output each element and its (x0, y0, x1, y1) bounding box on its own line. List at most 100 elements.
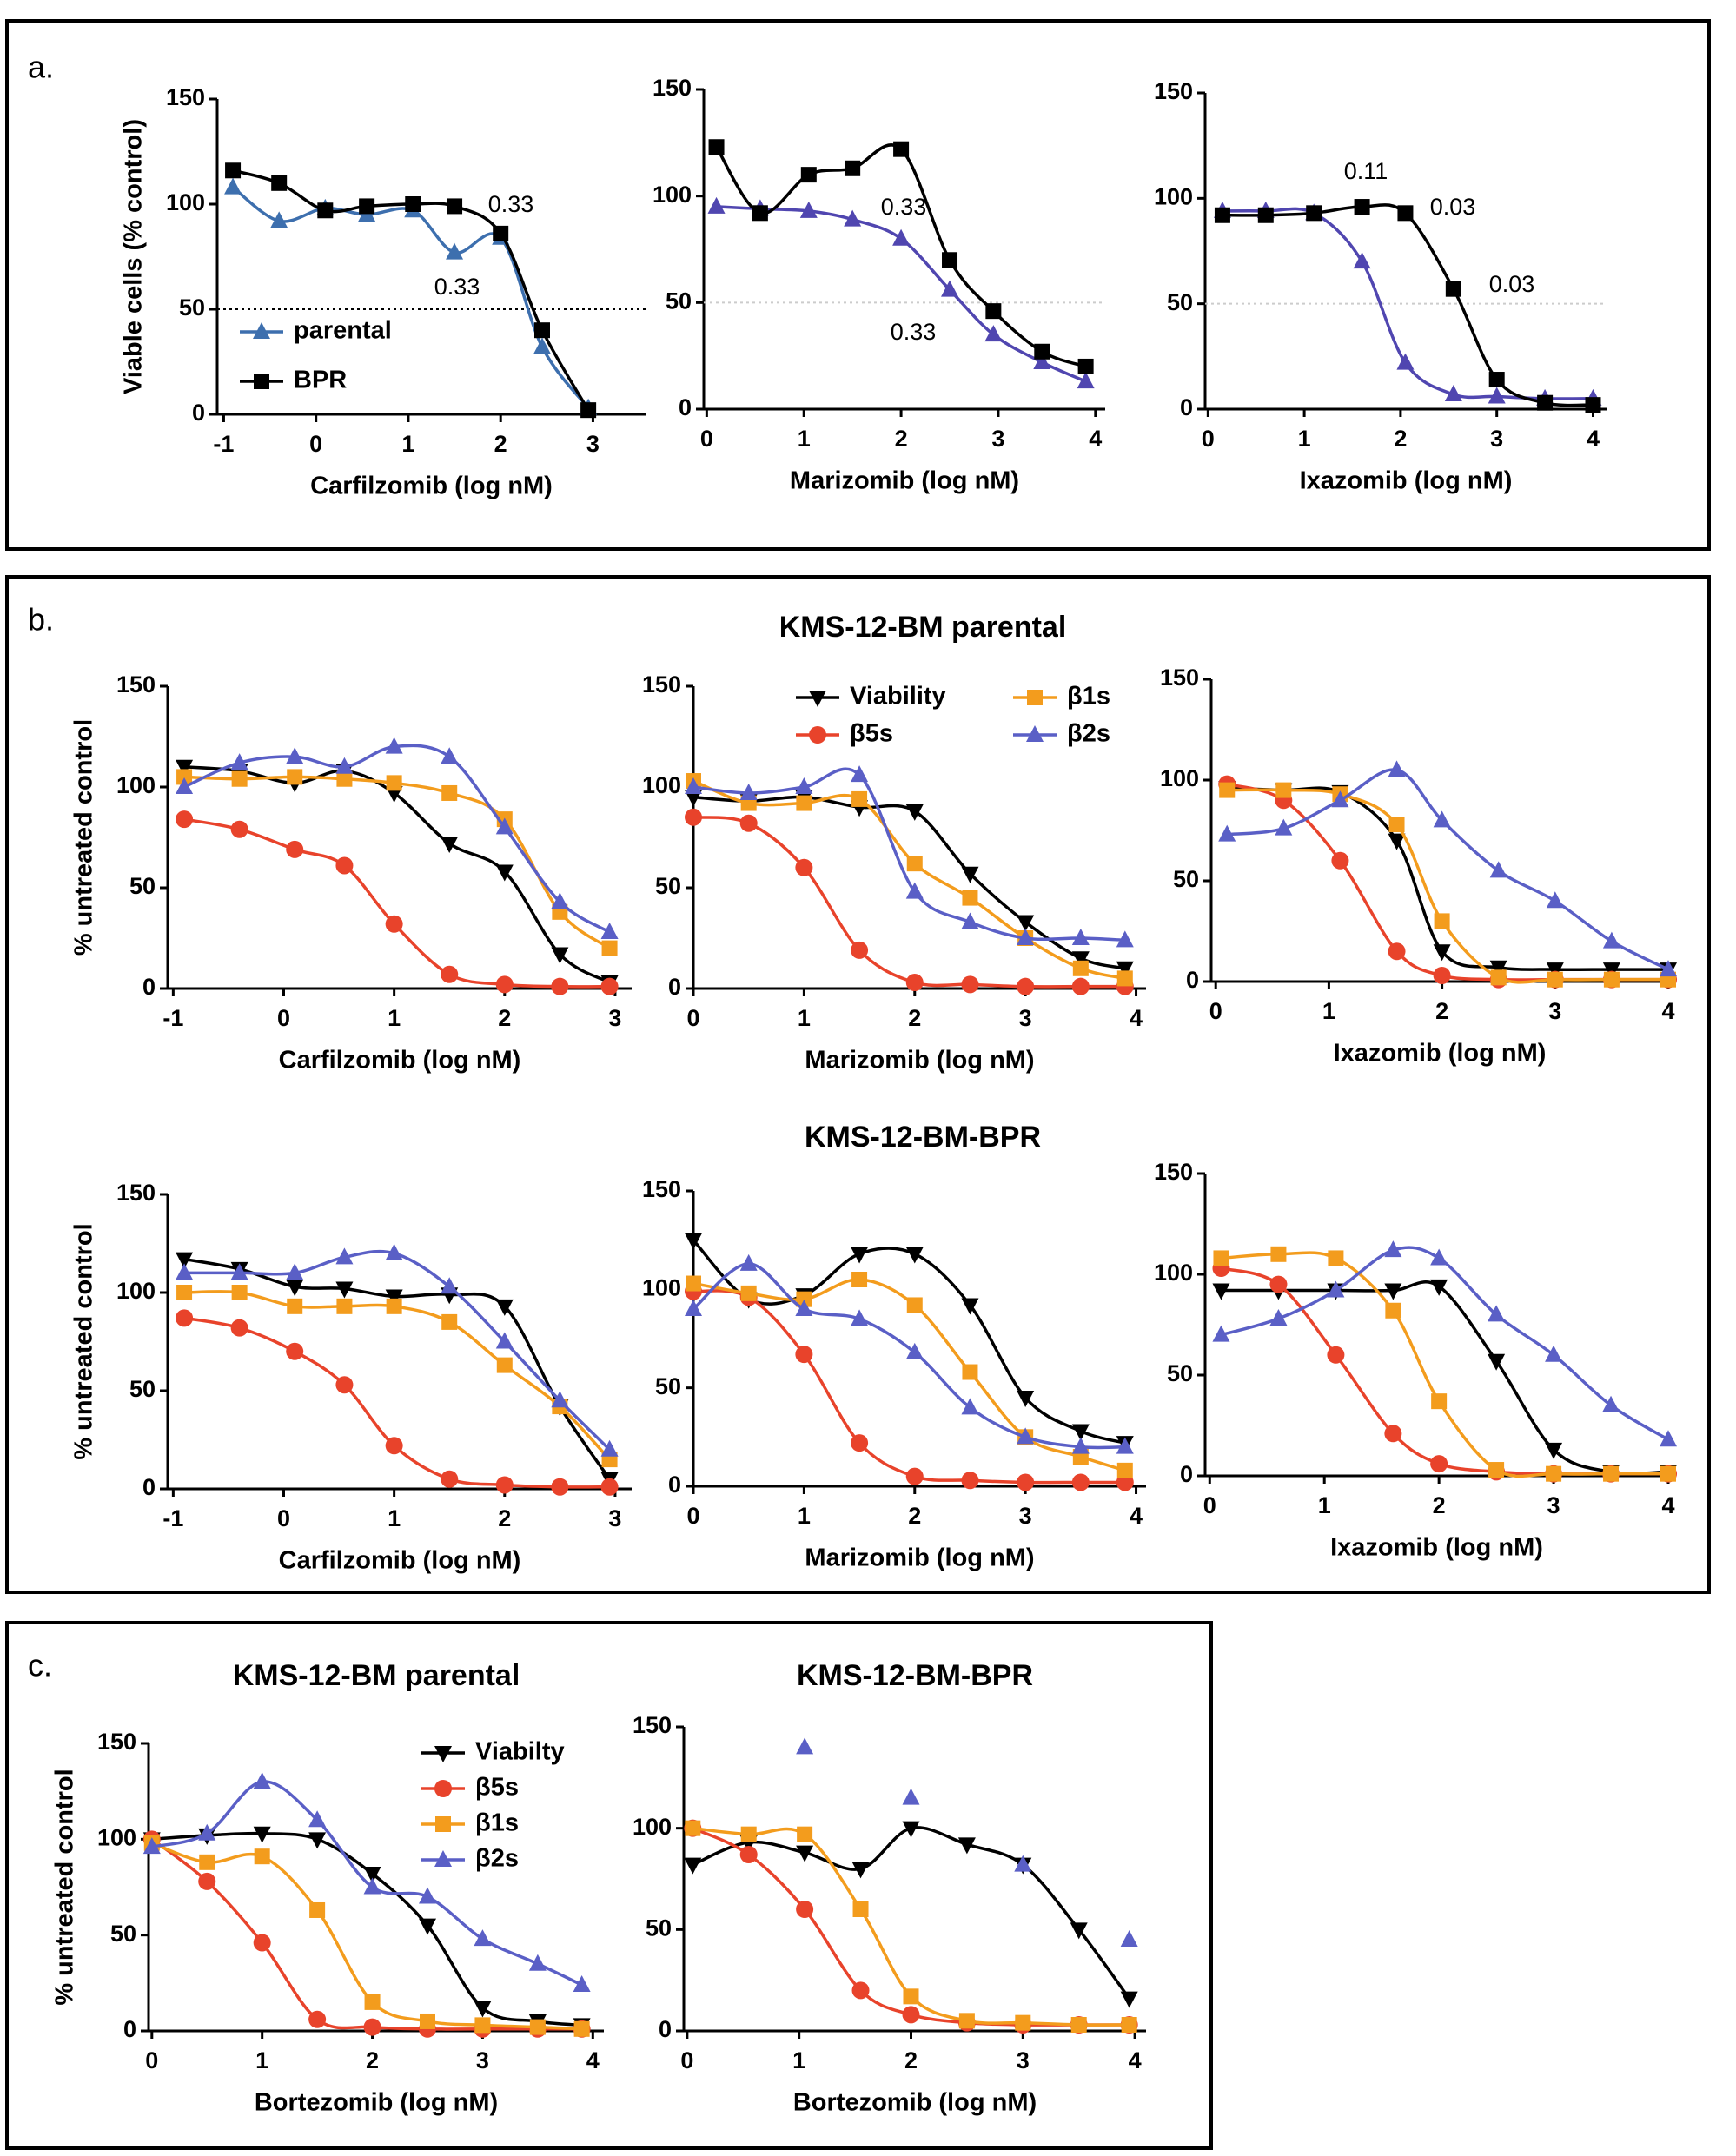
marker (1306, 205, 1322, 222)
chart-title: KMS-12-BM-BPR (797, 1659, 1033, 1692)
y-tick-label: 0 (668, 1472, 681, 1498)
fit-curve (692, 779, 1126, 981)
marker (1213, 1250, 1229, 1266)
y-tick-label: 50 (179, 294, 205, 321)
marker (286, 1263, 304, 1280)
legend-marker (809, 691, 826, 707)
marker (1433, 810, 1451, 828)
x-tick-label: 0 (145, 2047, 158, 2073)
marker (1488, 1462, 1505, 1478)
marker (1384, 1240, 1402, 1258)
y-axis-label: Viable cells (% control) (120, 119, 148, 394)
marker (447, 198, 463, 215)
panel-label: c. (28, 1648, 52, 1683)
marker (441, 836, 459, 853)
x-tick-label: 2 (908, 1503, 921, 1529)
marker (961, 1298, 979, 1315)
marker (1275, 818, 1293, 836)
marker (176, 759, 194, 777)
marker (893, 141, 910, 157)
marker (844, 209, 862, 227)
legend-marker (434, 1850, 452, 1867)
x-tick-label: 3 (608, 1005, 621, 1031)
marker (286, 840, 304, 858)
marker (1331, 851, 1349, 870)
x-tick-label: 0 (686, 1503, 699, 1529)
marker (1121, 2017, 1137, 2033)
marker (253, 1934, 271, 1952)
fit-curve (184, 1290, 611, 1461)
marker (534, 322, 550, 339)
marker (1017, 1427, 1035, 1445)
marker (1120, 1930, 1138, 1947)
x-axis-label: Carfilzomib (log nM) (279, 1547, 521, 1575)
marker (795, 858, 813, 876)
marker (1014, 1855, 1032, 1872)
marker (1433, 944, 1451, 962)
marker (799, 201, 818, 218)
marker (984, 325, 1003, 342)
y-tick-label: 150 (166, 84, 205, 110)
marker (441, 965, 459, 983)
marker (1275, 782, 1292, 798)
marker (493, 225, 509, 241)
x-tick-label: -1 (162, 1005, 183, 1031)
y-tick-label: 50 (129, 873, 156, 899)
fit-curve (183, 817, 610, 989)
marker (905, 882, 924, 899)
marker (1444, 385, 1462, 402)
x-tick-label: 4 (1661, 998, 1674, 1024)
marker (892, 228, 911, 246)
legend-label: β1s (1067, 683, 1110, 711)
marker (363, 1867, 381, 1884)
marker (1388, 760, 1406, 777)
x-tick-label: 3 (1548, 998, 1561, 1024)
marker (441, 747, 459, 764)
legend-label: BPR (294, 367, 347, 394)
marker (1488, 387, 1506, 404)
marker (962, 1364, 978, 1380)
marker (336, 1298, 353, 1314)
marker (1388, 833, 1406, 850)
x-tick-label: -1 (213, 431, 234, 457)
y-tick-label: 150 (1160, 665, 1199, 691)
marker (495, 1332, 514, 1349)
marker (528, 1954, 547, 1971)
marker (1547, 971, 1563, 988)
marker (852, 1901, 869, 1917)
marker (405, 196, 421, 212)
marker (708, 139, 725, 155)
x-tick-label: 1 (388, 1005, 401, 1031)
marker (176, 769, 193, 785)
marker (851, 1309, 869, 1326)
marker (309, 1901, 326, 1918)
legend-label: Viability (850, 683, 946, 711)
marker (385, 1437, 403, 1455)
y-tick-label: 0 (1186, 967, 1199, 993)
marker (740, 1285, 757, 1301)
marker (386, 775, 402, 791)
y-tick-label: 100 (1154, 1260, 1193, 1286)
y-tick-label: 150 (116, 671, 156, 698)
x-tick-label: 3 (991, 426, 1004, 452)
y-tick-label: 50 (655, 873, 681, 899)
section-title: KMS-12-BM parental (779, 611, 1067, 644)
marker (441, 1470, 459, 1488)
marker (231, 1285, 248, 1300)
marker (905, 1247, 924, 1264)
y-tick-label: 150 (116, 1180, 156, 1206)
panel-a-frame (5, 19, 1711, 551)
marker (253, 1826, 271, 1843)
marker (1116, 1462, 1133, 1478)
marker (1017, 977, 1035, 995)
marker (495, 864, 514, 882)
y-tick-label: 100 (1154, 183, 1193, 209)
y-tick-label: 150 (1154, 78, 1193, 104)
marker (385, 737, 403, 754)
marker (739, 783, 758, 800)
marker (253, 1772, 271, 1789)
marker (335, 757, 354, 774)
x-tick-label: 3 (1017, 2047, 1030, 2073)
marker (1071, 1473, 1090, 1491)
fit-curve (1227, 788, 1668, 984)
